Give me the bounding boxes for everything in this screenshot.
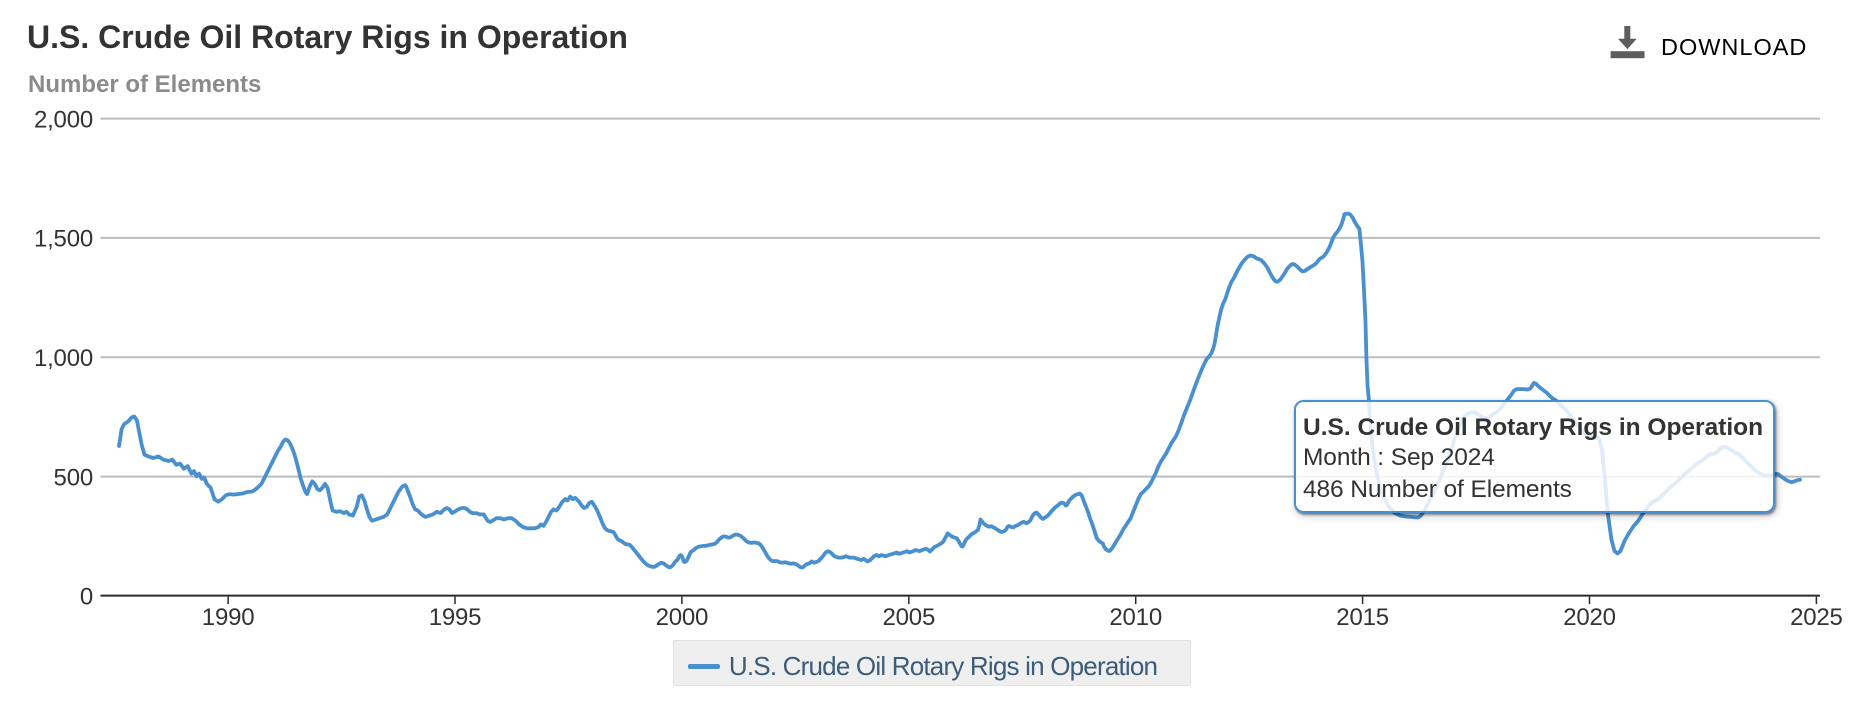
svg-text:500: 500 <box>54 464 93 491</box>
svg-text:2020: 2020 <box>1563 604 1616 631</box>
svg-text:2000: 2000 <box>656 604 709 631</box>
svg-text:0: 0 <box>80 583 93 610</box>
svg-text:2010: 2010 <box>1109 604 1162 631</box>
svg-text:2005: 2005 <box>883 604 936 631</box>
svg-text:1990: 1990 <box>202 604 255 631</box>
svg-text:1,000: 1,000 <box>34 345 93 372</box>
svg-text:1,500: 1,500 <box>34 226 93 253</box>
svg-text:1995: 1995 <box>429 604 482 631</box>
svg-text:2025: 2025 <box>1790 604 1843 631</box>
svg-text:2015: 2015 <box>1336 604 1389 631</box>
svg-text:2,000: 2,000 <box>34 106 93 133</box>
